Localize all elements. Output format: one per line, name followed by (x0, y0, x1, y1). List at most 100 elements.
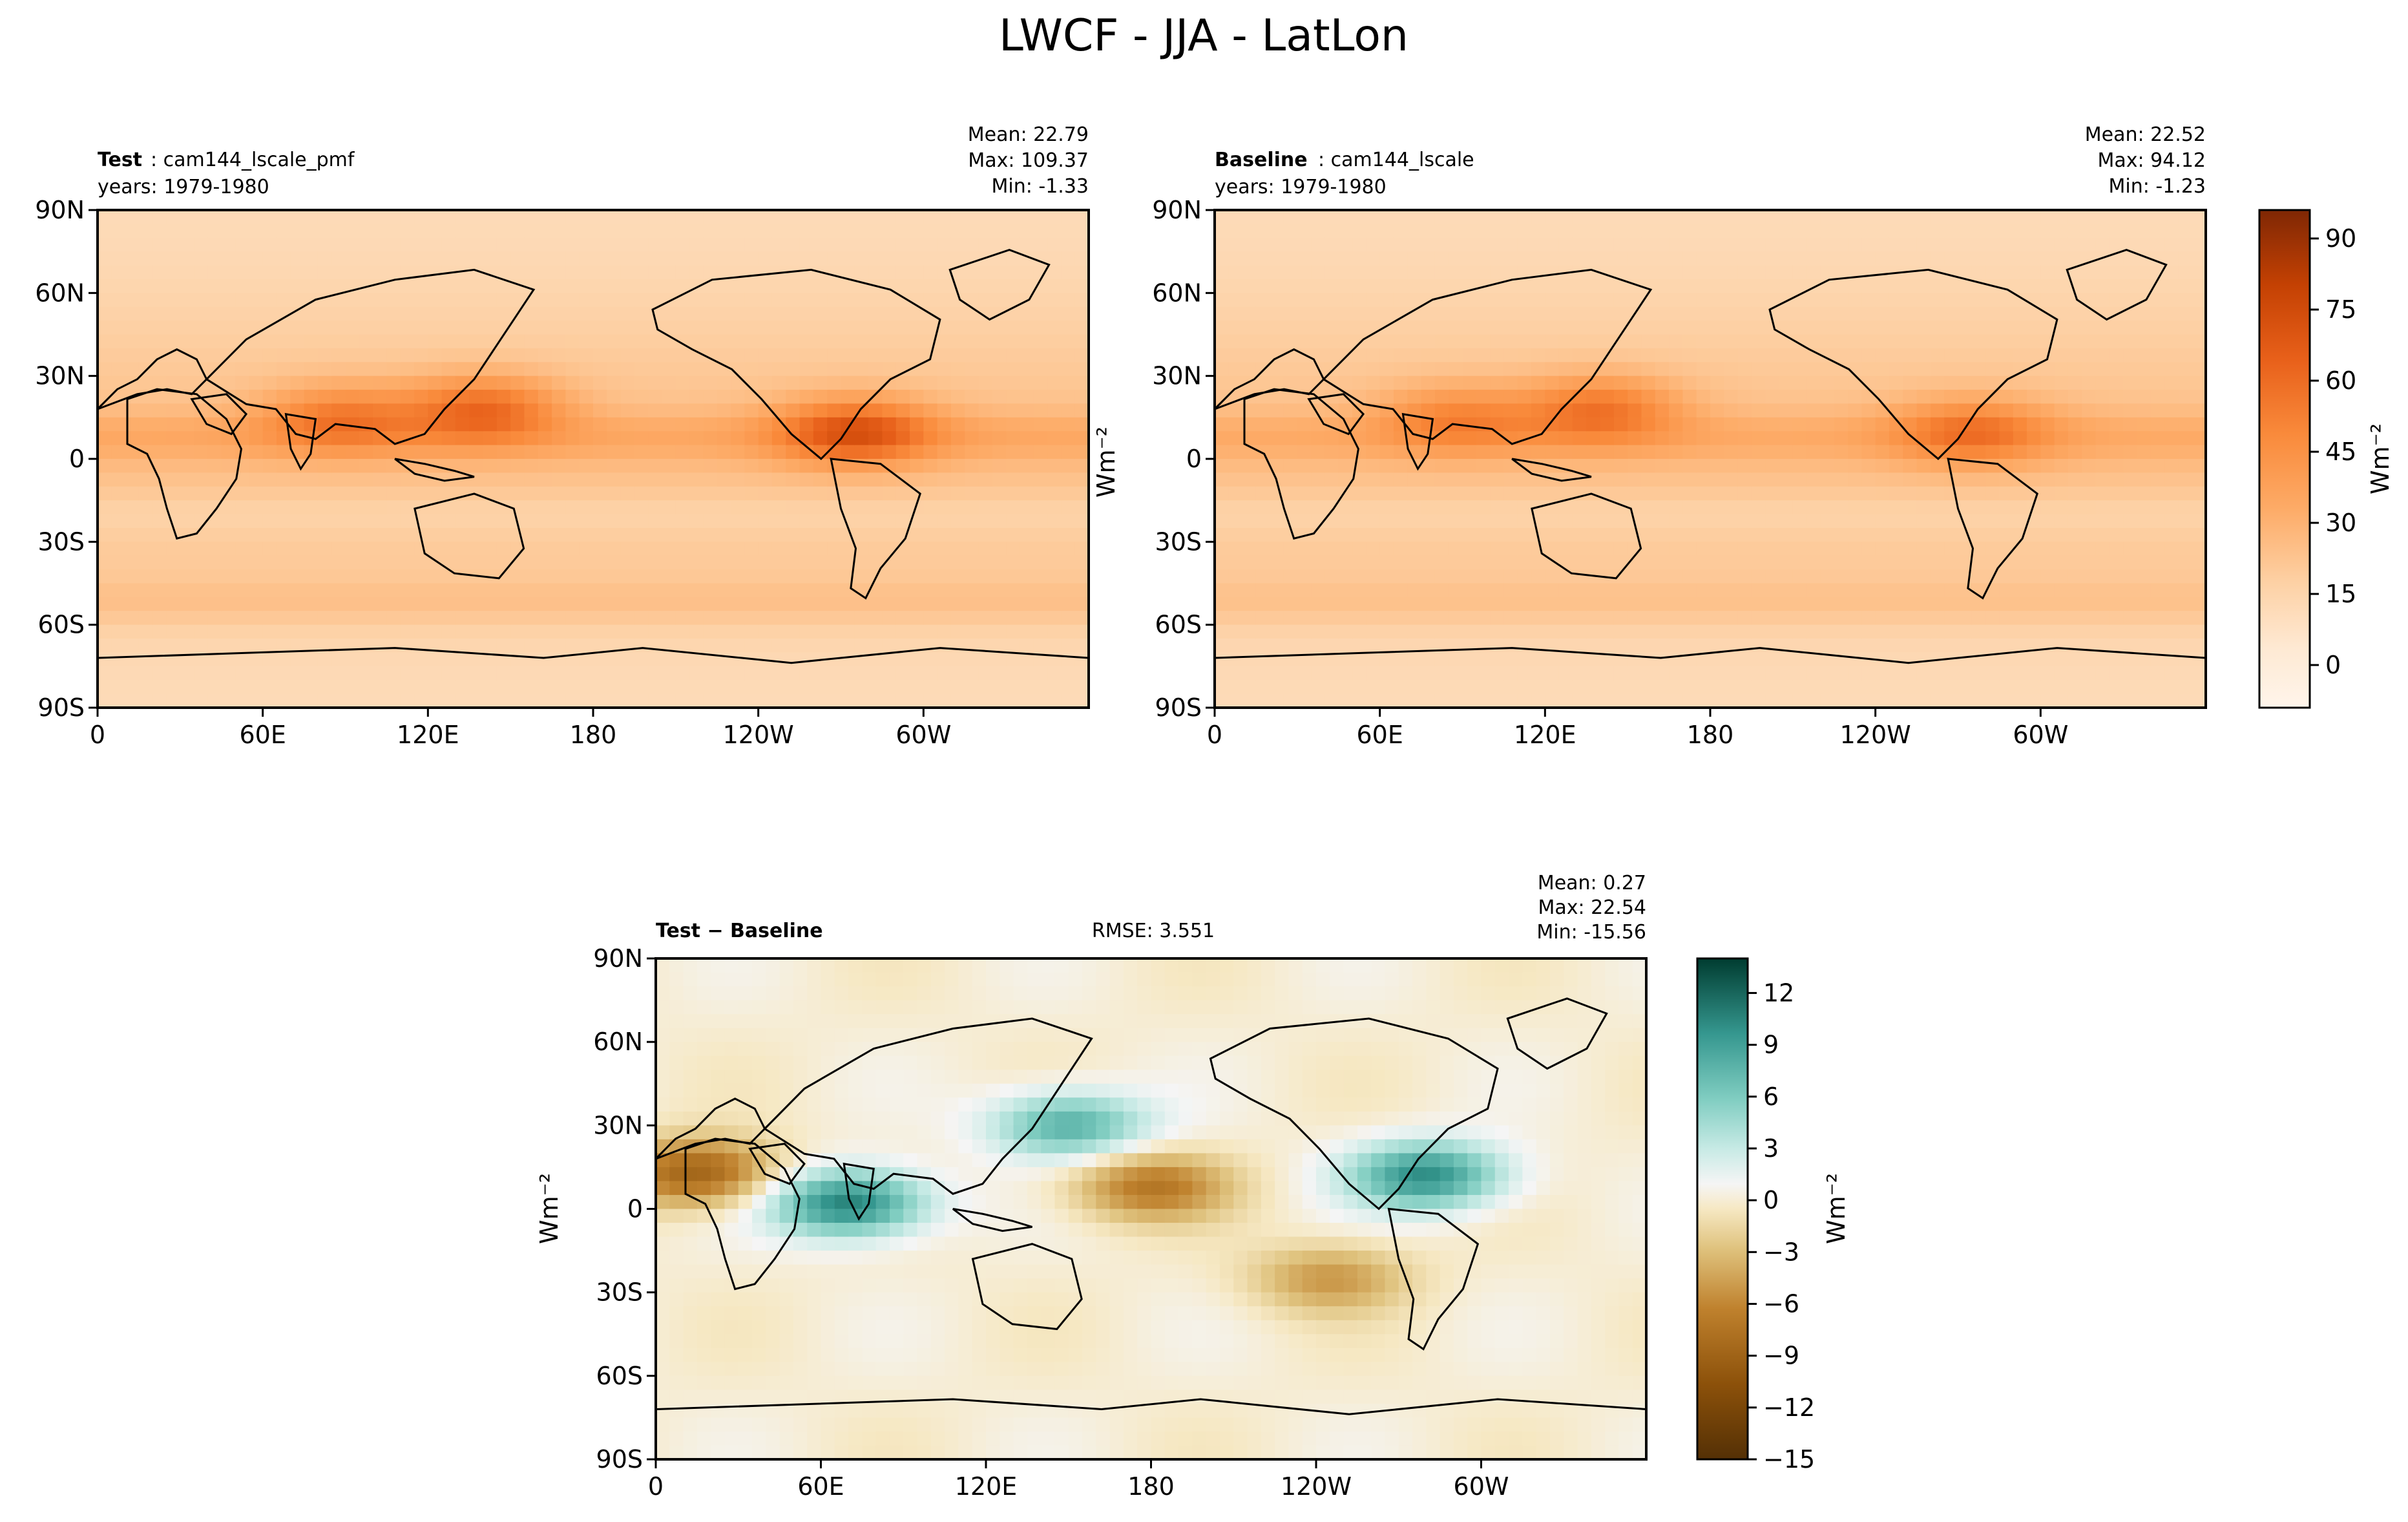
heatmap-cell (2068, 237, 2082, 252)
heatmap-cell (1806, 680, 1821, 695)
heatmap-cell (1751, 306, 1766, 321)
heatmap-cell (111, 639, 126, 653)
heatmap-cell (1572, 279, 1587, 293)
heatmap-cell (2040, 293, 2055, 308)
heatmap-cell (1903, 597, 1918, 611)
test-max: Max: 109.37 (968, 149, 1089, 172)
heatmap-cell (978, 390, 993, 405)
heatmap-cell (799, 237, 814, 252)
heatmap-cell (1806, 348, 1821, 363)
heatmap-cell (428, 390, 443, 405)
heatmap-cell (1613, 237, 1628, 252)
heatmap-cell (1641, 210, 1656, 224)
heatmap-cell (648, 514, 663, 529)
heatmap-cell (689, 652, 704, 667)
heatmap-cell (469, 445, 484, 460)
heatmap-cell (1572, 265, 1587, 280)
heatmap-cell (786, 445, 801, 460)
heatmap-cell (1600, 486, 1615, 501)
heatmap-cell (1628, 693, 1642, 708)
heatmap-cell (2040, 445, 2055, 460)
heatmap-cell (1628, 362, 1642, 377)
heatmap-cell (813, 514, 828, 529)
heatmap-cell (689, 611, 704, 626)
heatmap-cell (262, 527, 277, 542)
heatmap-cell (1033, 321, 1048, 335)
heatmap-cell (1613, 306, 1628, 321)
heatmap-cell (1737, 265, 1752, 280)
heatmap-cell (1628, 652, 1642, 667)
heatmap-cell (758, 597, 773, 611)
heatmap-cell (1682, 583, 1697, 598)
heatmap-cell (923, 666, 938, 681)
heatmap-cell (1751, 597, 1766, 611)
heatmap-cell (2013, 500, 2027, 515)
heatmap-cell (1297, 472, 1312, 487)
heatmap-cell (1061, 597, 1076, 611)
heatmap-cell (1779, 362, 1794, 377)
heatmap-cell (620, 237, 635, 252)
heatmap-cell (1242, 680, 1257, 695)
heatmap-cell (1696, 597, 1711, 611)
heatmap-cell (194, 334, 209, 349)
heatmap-cell (1848, 390, 1862, 405)
heatmap-cell (304, 334, 319, 349)
heatmap-cell (923, 445, 938, 460)
heatmap-cell (1393, 306, 1408, 321)
heatmap-cell (675, 486, 690, 501)
heatmap-cell (1503, 265, 1518, 280)
heatmap-cell (771, 210, 786, 224)
heatmap-cell (1215, 680, 1229, 695)
heatmap-cell (345, 652, 360, 667)
heatmap-cell (717, 321, 731, 335)
heatmap-cell (428, 555, 443, 570)
heatmap-cell (1613, 583, 1628, 598)
heatmap-cell (1889, 666, 1903, 681)
heatmap-cell (235, 611, 249, 626)
heatmap-cell (552, 445, 566, 460)
heatmap-cell (98, 611, 112, 626)
heatmap-cell (276, 569, 291, 584)
heatmap-cell (166, 569, 181, 584)
heatmap-cell (731, 486, 745, 501)
heatmap-cell (386, 251, 401, 266)
heatmap-cell (1848, 251, 1862, 266)
heatmap-cell (1806, 375, 1821, 390)
heatmap-cell (1737, 293, 1752, 308)
heatmap-cell (207, 445, 222, 460)
heatmap-cell (441, 417, 456, 432)
heatmap-cell (744, 251, 759, 266)
heatmap-cell (331, 527, 346, 542)
heatmap-cell (923, 583, 938, 598)
heatmap-cell (2095, 500, 2110, 515)
heatmap-cell (1820, 555, 1835, 570)
heatmap-cell (1228, 583, 1243, 598)
heatmap-cell (1779, 224, 1794, 238)
heatmap-cell (235, 306, 249, 321)
heatmap-cell (1628, 486, 1642, 501)
heatmap-cell (854, 472, 869, 487)
heatmap-cell (2013, 597, 2027, 611)
heatmap-cell (469, 527, 484, 542)
heatmap-cell (373, 224, 388, 238)
heatmap-cell (1020, 431, 1034, 446)
heatmap-cell (2109, 431, 2124, 446)
heatmap-cell (138, 403, 153, 418)
heatmap-cell (1352, 693, 1366, 708)
heatmap-cell (1572, 624, 1587, 639)
heatmap-cell (1792, 265, 1807, 280)
heatmap-cell (221, 210, 236, 224)
heatmap-cell (262, 375, 277, 390)
heatmap-cell (1228, 652, 1243, 667)
heatmap-cell (400, 375, 415, 390)
heatmap-cell (1545, 693, 1560, 708)
heatmap-cell (1916, 306, 1931, 321)
heatmap-cell (1255, 334, 1270, 349)
heatmap-cell (992, 500, 1007, 515)
heatmap-cell (965, 693, 979, 708)
heatmap-cell (565, 666, 580, 681)
heatmap-cell (1242, 362, 1257, 377)
heatmap-cell (1669, 597, 1683, 611)
heatmap-cell (1944, 279, 1959, 293)
heatmap-cell (1366, 445, 1381, 460)
